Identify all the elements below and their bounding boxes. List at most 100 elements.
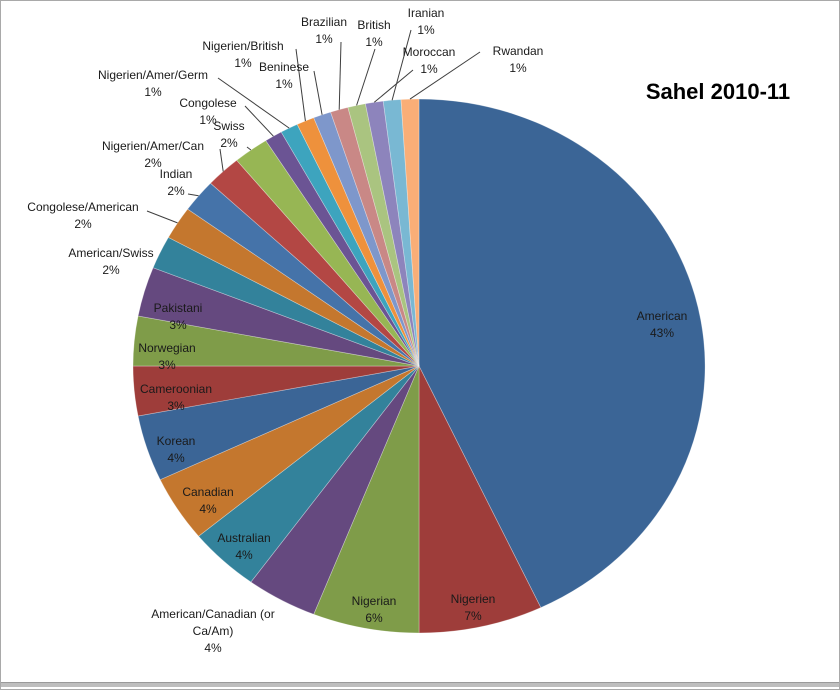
- slice-label-british: British 1%: [357, 17, 390, 51]
- slice-label-name: Australian: [217, 531, 271, 545]
- slice-label-name: Nigerien: [450, 592, 496, 606]
- slice-label-name: Beninese: [258, 60, 310, 74]
- slice-label-name: Moroccan: [402, 45, 456, 59]
- pie-slice-british[interactable]: [347, 103, 420, 367]
- slice-label-nigerien-amer-germ: Nigerien/Amer/Germ 1%: [98, 67, 208, 101]
- leader-line-brazilian: [338, 41, 342, 110]
- slice-label-value: 43%: [649, 326, 675, 340]
- leader-line-british: [356, 48, 376, 106]
- slice-label-value: 7%: [464, 609, 482, 623]
- slice-label-value: 1%: [199, 113, 217, 127]
- slice-label-nigerien-amer-can: Nigerien/Amer/Can 2%: [102, 138, 204, 172]
- slice-label-beninese: Beninese 1%: [259, 59, 309, 93]
- slice-label-value: 3%: [169, 318, 187, 332]
- slice-label-cameroonian: Cameroonian 3%: [140, 381, 212, 415]
- slice-label-value: 2%: [102, 263, 120, 277]
- slice-label-value: 1%: [144, 85, 162, 99]
- leader-line-nigerien-amer-can: [219, 148, 224, 172]
- slice-label-value: 1%: [509, 61, 527, 75]
- leader-line-nigerien-amer-germ: [217, 77, 290, 129]
- slice-label-value: 1%: [420, 62, 438, 76]
- slice-label-value: 2%: [74, 217, 92, 231]
- slice-label-name: Rwandan: [492, 44, 544, 58]
- slice-label-value: 3%: [167, 399, 185, 413]
- leader-line-rwandan: [409, 51, 481, 100]
- pie-slice-norwegian[interactable]: [132, 315, 420, 367]
- slice-label-congolese-american: Congolese/American 2%: [27, 199, 138, 233]
- pie-slice-indian[interactable]: [187, 182, 420, 367]
- slice-label-name: Swiss: [213, 119, 245, 133]
- slice-label-value: 1%: [365, 35, 383, 49]
- pie-slice-pakistani[interactable]: [137, 267, 420, 367]
- slice-label-value: 4%: [235, 548, 253, 562]
- slice-label-name: British: [357, 18, 391, 32]
- slice-label-name: Indian: [159, 167, 193, 181]
- slice-label-name: Iranian: [407, 6, 445, 20]
- pie-slice-american[interactable]: [418, 98, 706, 609]
- slice-label-nigerian: Nigerian 6%: [352, 593, 397, 627]
- slice-label-name: Cameroonian: [139, 382, 213, 396]
- slice-label-norwegian: Norwegian 3%: [138, 340, 195, 374]
- slice-label-korean: Korean 4%: [157, 433, 196, 467]
- leader-line-swiss: [246, 146, 252, 151]
- slice-label-value: 1%: [275, 77, 293, 91]
- slice-label-iranian: Iranian 1%: [408, 5, 445, 39]
- leader-line-iranian: [391, 29, 412, 101]
- pie-slice-korean[interactable]: [137, 365, 420, 481]
- pie-slice-brazilian[interactable]: [330, 106, 420, 367]
- slice-label-canadian: Canadian 4%: [182, 484, 233, 518]
- leader-line-beninese: [313, 70, 323, 115]
- slice-label-name: Pakistani: [153, 301, 203, 315]
- slice-label-name: Brazilian: [300, 15, 348, 29]
- slice-label-name: Congolese/American: [27, 200, 139, 214]
- pie-slice-swiss[interactable]: [236, 140, 420, 367]
- pie-slice-congolese[interactable]: [265, 131, 420, 367]
- slice-label-name: Canadian: [182, 485, 234, 499]
- slice-label-value: 6%: [365, 611, 383, 625]
- pie-slice-canadian[interactable]: [159, 365, 420, 537]
- slice-label-value: 1%: [417, 23, 435, 37]
- slice-label-value: 1%: [315, 32, 333, 46]
- slice-label-name: American/Swiss: [68, 246, 154, 260]
- slice-label-name: Nigerian: [351, 594, 397, 608]
- slice-label-value: 2%: [220, 136, 238, 150]
- slice-label-pakistani: Pakistani 3%: [154, 300, 203, 334]
- slice-label-value: 1%: [234, 56, 252, 70]
- slice-label-moroccan: Moroccan 1%: [403, 44, 456, 78]
- leader-line-moroccan: [373, 69, 414, 103]
- slice-label-american-canadian-or-ca-am: American/Canadian (or Ca/Am) 4%: [134, 606, 292, 657]
- chart-title: Sahel 2010-11: [645, 79, 791, 104]
- slice-label-value: 4%: [167, 451, 185, 465]
- slice-label-australian: Australian 4%: [217, 530, 270, 564]
- slice-label-name: Korean: [156, 434, 196, 448]
- slice-label-value: 4%: [199, 502, 217, 516]
- slice-label-name: American: [636, 309, 688, 323]
- pie-slice-nigerian[interactable]: [313, 365, 420, 634]
- pie-slice-american-swiss[interactable]: [152, 236, 420, 367]
- slice-label-rwandan: Rwandan 1%: [493, 43, 544, 77]
- slice-label-nigerien: Nigerien 7%: [451, 591, 496, 625]
- pie-slice-australian[interactable]: [198, 365, 420, 583]
- slice-label-nigerien-british: Nigerien/British 1%: [202, 38, 283, 72]
- slice-label-value: 4%: [204, 641, 222, 655]
- pie-slice-rwandan[interactable]: [400, 98, 420, 367]
- slice-label-name: Nigerien/British: [202, 39, 284, 53]
- slice-label-swiss: Swiss 2%: [213, 118, 244, 152]
- slice-label-name: Congolese: [179, 96, 237, 110]
- slice-label-brazilian: Brazilian 1%: [301, 14, 347, 48]
- pie-slice-congolese-american[interactable]: [167, 208, 420, 367]
- leader-line-congolese: [244, 105, 274, 137]
- slice-label-value: 2%: [167, 184, 185, 198]
- slice-label-congolese: Congolese 1%: [179, 95, 236, 129]
- leader-line-nigerien-british: [295, 48, 306, 122]
- slice-label-indian: Indian 2%: [160, 166, 193, 200]
- leader-line-congolese-american: [146, 210, 178, 224]
- slice-label-value: 3%: [158, 358, 176, 372]
- pie-slice-cameroonian[interactable]: [132, 365, 420, 417]
- slice-label-american-swiss: American/Swiss 2%: [68, 245, 153, 279]
- pie-slice-nigerien[interactable]: [418, 365, 542, 634]
- leader-line-indian: [187, 193, 199, 197]
- pie-slice-american-canadian-or-ca-am[interactable]: [250, 365, 420, 615]
